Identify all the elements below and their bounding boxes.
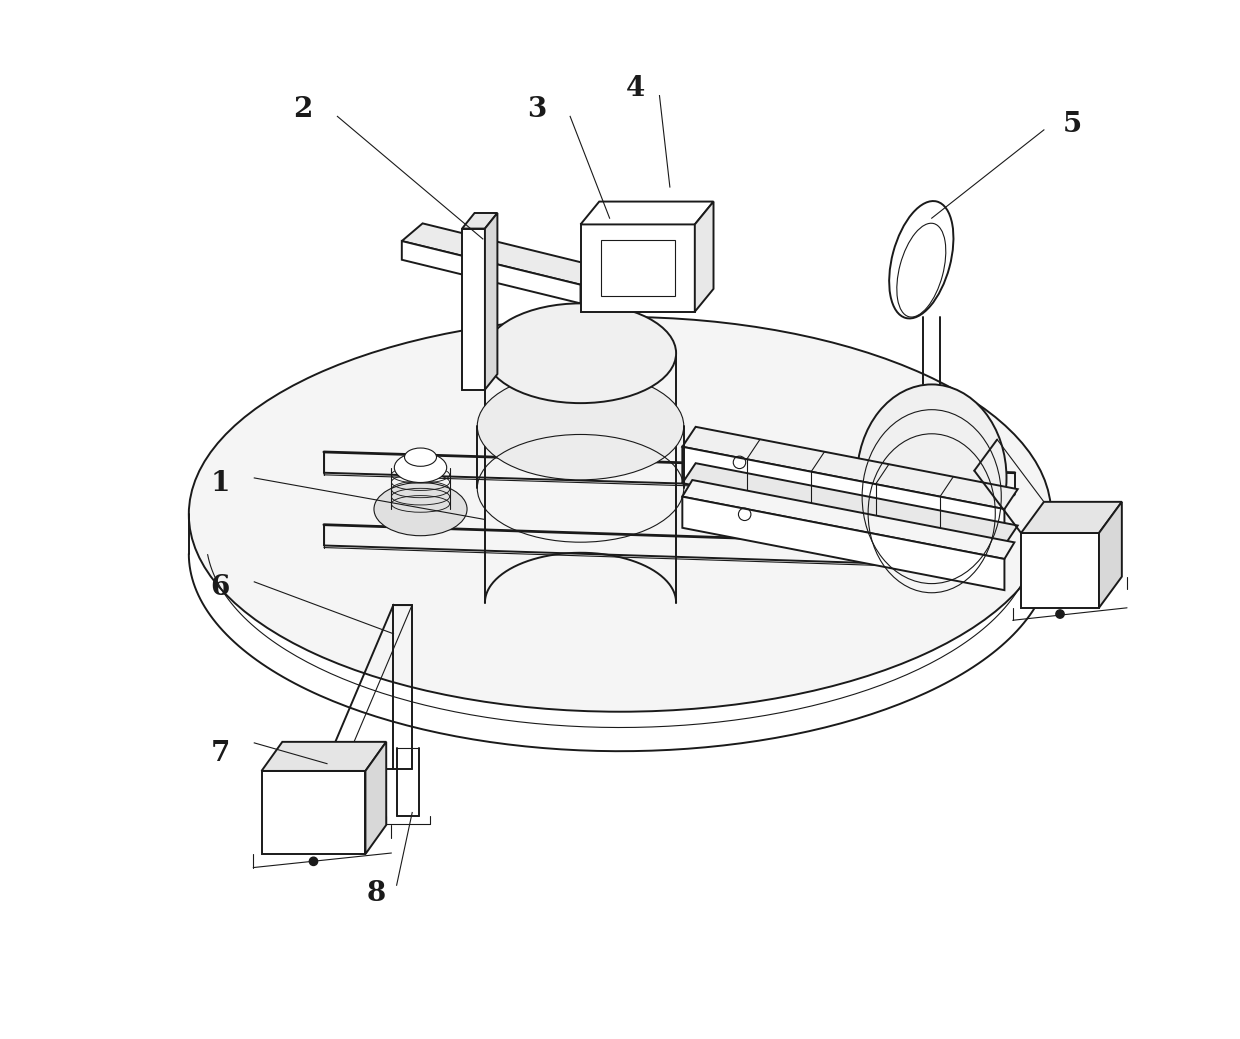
Polygon shape <box>1021 533 1099 608</box>
Polygon shape <box>402 223 604 285</box>
Polygon shape <box>366 742 386 854</box>
Polygon shape <box>580 202 713 224</box>
Ellipse shape <box>374 482 467 536</box>
Ellipse shape <box>889 202 954 318</box>
Ellipse shape <box>404 448 436 467</box>
Text: 3: 3 <box>527 96 547 123</box>
Text: 7: 7 <box>211 740 229 767</box>
Polygon shape <box>682 480 1014 559</box>
Polygon shape <box>402 241 580 303</box>
Polygon shape <box>1021 502 1122 533</box>
Text: 8: 8 <box>366 880 386 907</box>
Polygon shape <box>262 771 366 854</box>
Ellipse shape <box>477 372 683 480</box>
Ellipse shape <box>188 317 1052 712</box>
Polygon shape <box>262 742 386 771</box>
Text: 4: 4 <box>626 75 645 102</box>
Polygon shape <box>580 224 694 312</box>
Ellipse shape <box>394 453 446 482</box>
Polygon shape <box>682 463 1018 545</box>
Polygon shape <box>682 497 1004 590</box>
Polygon shape <box>694 202 713 312</box>
Text: 1: 1 <box>211 470 229 497</box>
Text: 5: 5 <box>1063 111 1081 138</box>
Polygon shape <box>682 447 1004 545</box>
Polygon shape <box>682 427 1018 509</box>
Polygon shape <box>463 229 485 390</box>
Polygon shape <box>463 213 497 229</box>
Ellipse shape <box>485 303 676 403</box>
Polygon shape <box>1099 502 1122 608</box>
Ellipse shape <box>857 384 1007 571</box>
Circle shape <box>309 857 317 865</box>
Text: 6: 6 <box>211 574 229 601</box>
Polygon shape <box>485 213 497 390</box>
Circle shape <box>1056 610 1064 618</box>
Text: 2: 2 <box>294 96 312 123</box>
